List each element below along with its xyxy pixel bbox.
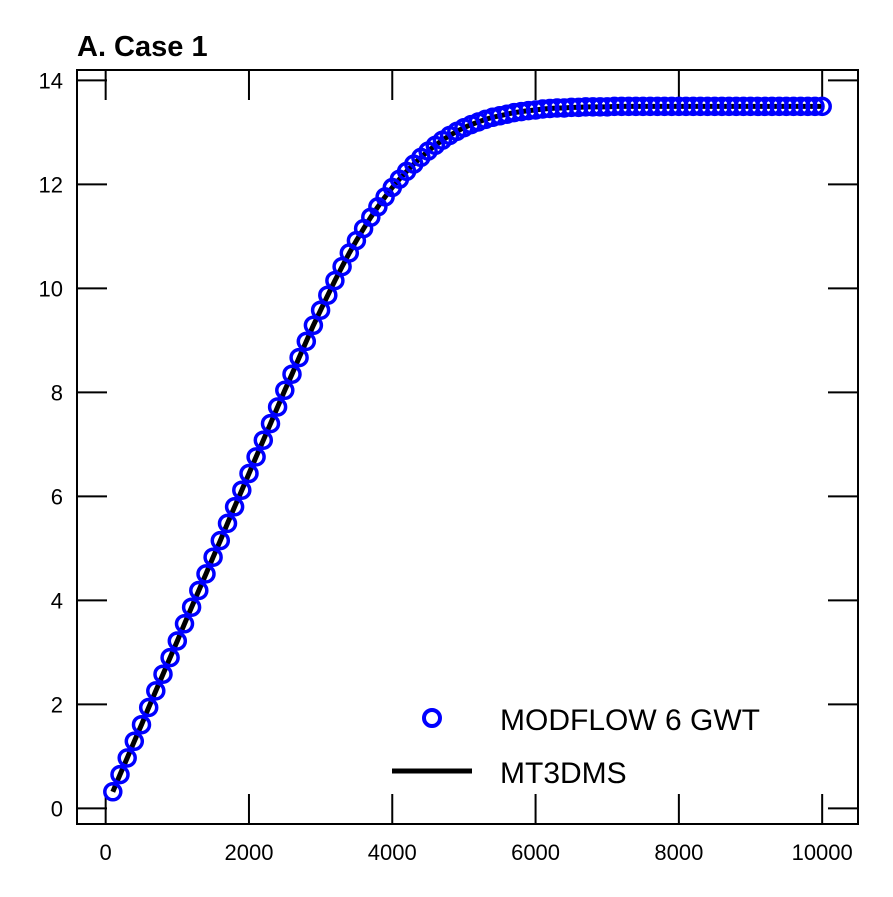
modflow-6-gwt-point [289, 347, 309, 368]
chart-title: A. Case 1 [77, 31, 208, 63]
x-tick-label: 6000 [511, 840, 560, 865]
modflow-6-gwt-point [260, 413, 281, 434]
modflow-6-gwt-point [253, 430, 274, 450]
series-modflow-6-gwt [103, 96, 832, 802]
legend: MODFLOW 6 GWT MT3DMS [392, 704, 760, 790]
y-tick-label: 10 [39, 276, 63, 301]
modflow-6-gwt-point [246, 447, 266, 467]
x-tick-label: 10000 [792, 840, 853, 865]
y-tick-label: 14 [39, 68, 63, 93]
legend-label-modflow-6-gwt: MODFLOW 6 GWT [500, 704, 760, 737]
modflow-6-gwt-point [196, 564, 216, 584]
modflow-6-gwt-point [812, 96, 832, 117]
modflow-6-gwt-point [174, 614, 195, 634]
modflow-6-gwt-point [275, 380, 295, 401]
x-tick-label: 2000 [224, 840, 273, 865]
x-tick-label: 4000 [368, 840, 417, 865]
x-tick-label: 8000 [654, 840, 703, 865]
modflow-6-gwt-point [239, 463, 259, 484]
modflow-6-gwt-point [110, 764, 130, 785]
y-tick-label: 8 [51, 380, 63, 405]
y-tick-label: 0 [51, 796, 63, 821]
modflow-6-gwt-point [167, 631, 188, 651]
modflow-6-gwt-point [131, 714, 152, 735]
modflow-6-gwt-point [296, 331, 317, 352]
modflow-6-gwt-point [267, 397, 288, 417]
y-tick-label: 12 [39, 172, 63, 197]
x-tick-label: 0 [100, 840, 112, 865]
axis-ticks [77, 70, 858, 824]
axis-tick-labels: 0 2000 4000 6000 8000 10000 0 2 4 6 8 10 12 14 [39, 68, 853, 865]
modflow-6-gwt-point [805, 96, 825, 117]
modflow-6-gwt-point [181, 597, 202, 617]
y-tick-label: 4 [51, 588, 63, 613]
modflow-6-gwt-point [310, 300, 331, 320]
modflow-6-gwt-point [203, 547, 223, 567]
modflow-6-gwt-point [124, 731, 145, 752]
modflow-6-gwt-point [189, 580, 209, 601]
modflow-6-gwt-point [303, 315, 324, 336]
modflow-6-gwt-point [138, 697, 159, 718]
y-tick-label: 2 [51, 692, 63, 717]
modflow-6-gwt-point [160, 647, 180, 668]
modflow-6-gwt-point [217, 513, 238, 534]
legend-label-mt3dms: MT3DMS [500, 757, 627, 790]
modflow-6-gwt-point [232, 480, 252, 500]
legend-marker-modflow-6-gwt [422, 708, 442, 728]
y-tick-label: 6 [51, 484, 63, 509]
modflow-6-gwt-point [153, 664, 173, 684]
plot-area-frame [76, 69, 859, 825]
modflow-6-gwt-point [224, 497, 245, 517]
modflow-6-gwt-point [210, 530, 231, 551]
modflow-6-gwt-point [282, 364, 302, 384]
modflow-6-gwt-point [146, 681, 166, 701]
modflow-6-gwt-point [103, 782, 123, 802]
series-mt3dms [110, 103, 823, 793]
mt3dms-line [110, 103, 823, 793]
modflow-6-gwt-point [117, 748, 137, 768]
